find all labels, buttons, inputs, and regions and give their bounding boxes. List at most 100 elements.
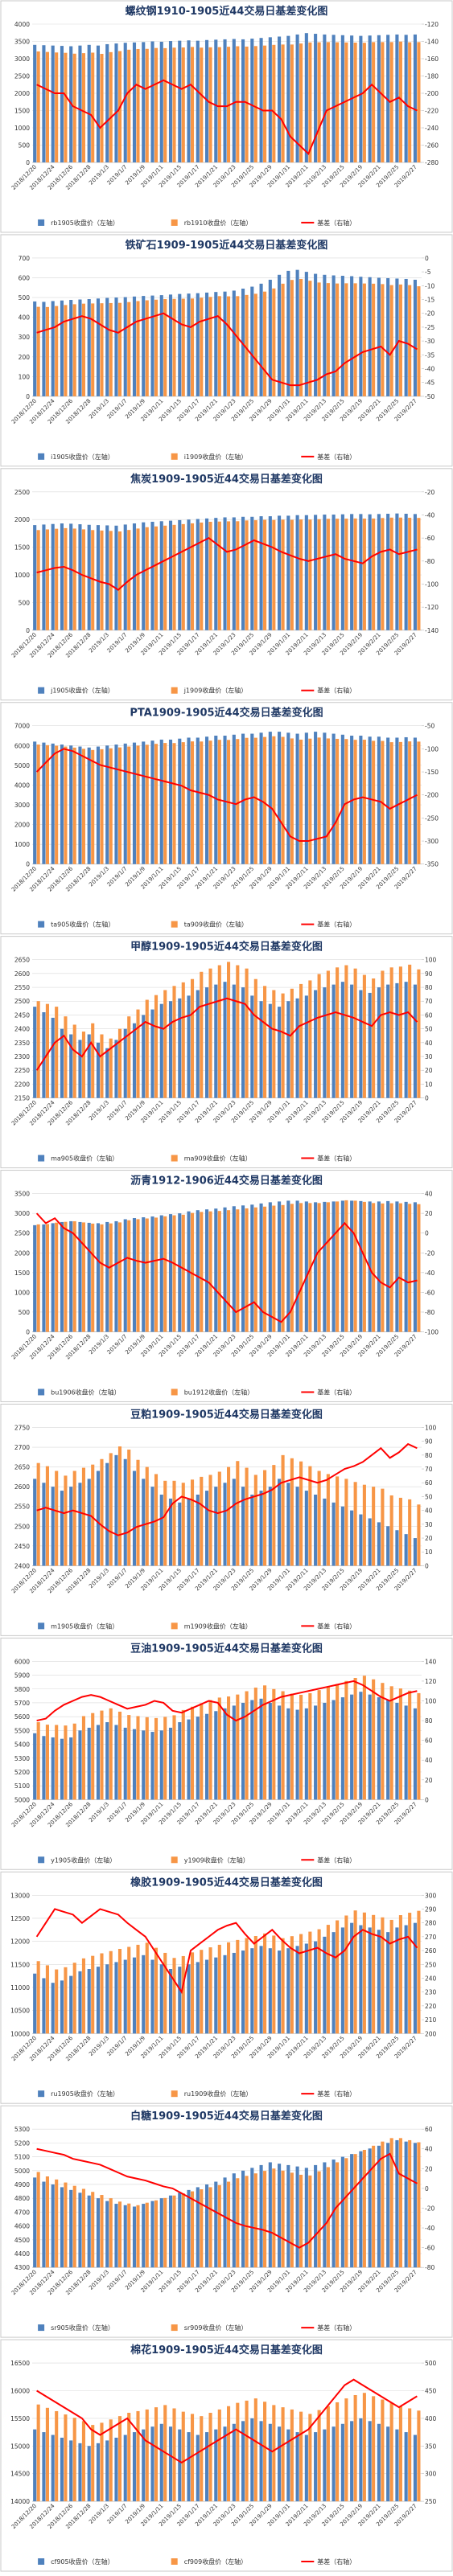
y2-tick-label: 300 [425,1892,437,1899]
bar [290,988,294,1098]
bar [69,1975,73,2034]
bar [340,1697,344,1800]
bar [87,747,91,864]
bar [398,1688,402,1800]
bar [42,301,46,396]
bar [389,285,393,396]
chart-title: 甲醇1909-1905近44交易日基差变化图 [130,941,323,954]
y2-tick-label: 60 [425,1737,433,1745]
bar [51,743,55,864]
bar [359,1514,363,1566]
bar [332,35,336,162]
bar [359,2418,363,2502]
y2-tick-label: 40 [425,1191,433,1198]
bar [404,982,408,1098]
bar [217,965,221,1098]
bar [245,520,249,630]
bar [263,291,267,396]
y-tick-label: 2000 [14,90,30,97]
bar [33,44,37,162]
bar [353,1678,357,1800]
bar [413,514,417,630]
bar [404,35,408,162]
chart-panel: 螺纹钢1910-1905近44交易日基差变化图 0 500 1000 1500 2000 2… [0,0,453,233]
bar [317,1203,321,1332]
legend-label: 基差（右轴） [317,2558,356,2566]
y2-tick-label: 230 [425,1989,437,1996]
bar [96,1471,101,1566]
bar [45,529,49,630]
bar [232,39,236,162]
y-tick-label: 4500 [14,2237,30,2244]
bar [278,2426,282,2502]
bar [368,736,372,864]
bar [308,738,312,864]
bar [278,1007,282,1098]
y-tick-label: 2700 [14,1444,30,1451]
bar [60,1491,64,1566]
bar [236,965,240,1098]
bar [377,1930,381,2034]
bar [336,1201,340,1332]
bar [227,296,231,396]
bar [136,1944,140,2034]
bar [123,2205,127,2268]
bar [214,736,218,864]
bar [217,521,221,630]
bar [250,1948,254,2034]
bar [227,1942,231,2034]
line-series [36,2147,418,2249]
bar [290,1693,294,1800]
bar [181,1709,185,1800]
y2-tick-label: -220 [425,108,439,115]
y-tick-label: 2450 [14,1543,30,1550]
bar [272,519,276,630]
bar [187,2432,191,2502]
legend-swatch [38,921,45,928]
bar [295,1487,299,1566]
bar [263,1933,267,2034]
bar [299,2411,303,2502]
bar [336,1920,340,2034]
bar [326,738,330,864]
bar [323,2162,327,2268]
bar [299,519,303,630]
bar [290,1204,294,1332]
bar [123,2434,127,2502]
bar [362,1484,366,1566]
bar [33,741,37,864]
bar [127,1016,131,1098]
y-tick-label: 200 [19,354,31,361]
bar [204,987,209,1098]
bar [250,1700,254,1800]
bar [236,1209,240,1332]
bar [190,2414,195,2502]
y-tick-label: 2250 [14,1067,30,1074]
bar [241,2170,245,2268]
bar [196,40,200,162]
y-tick-label: 2550 [14,984,30,991]
y2-tick-label: 70 [425,998,433,1005]
bar [178,2192,182,2268]
y2-tick-label: -20 [425,489,434,496]
bar [417,518,421,630]
bar [326,519,330,630]
bar [236,739,240,864]
y-tick-label: 4400 [14,2250,30,2258]
bar [42,1483,46,1566]
y-tick-label: 1500 [14,544,30,552]
y-tick-label: 11000 [10,1984,30,1991]
bar [227,2181,231,2268]
bar [245,1467,249,1566]
bar [96,746,101,864]
bar [81,1222,86,1332]
bar [178,1722,182,1800]
bar [33,1224,37,1332]
bar [236,521,240,630]
bar [64,527,68,630]
bar [142,1730,146,1800]
bar [42,1978,46,2034]
bar [386,277,390,396]
bar [336,42,340,163]
bar [259,1946,263,2034]
